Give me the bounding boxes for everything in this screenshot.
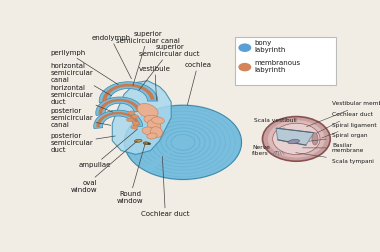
Polygon shape [98, 99, 141, 114]
Polygon shape [94, 110, 142, 129]
Ellipse shape [312, 133, 318, 145]
Text: Nerve
fibers: Nerve fibers [252, 145, 278, 156]
Ellipse shape [147, 120, 161, 131]
Text: horizontal
semicircular
duct: horizontal semicircular duct [51, 85, 113, 112]
Text: vestibule: vestibule [139, 66, 171, 100]
Polygon shape [96, 97, 143, 115]
Text: Spiral organ: Spiral organ [309, 134, 367, 141]
Ellipse shape [142, 127, 156, 135]
Ellipse shape [127, 118, 133, 122]
Text: Cochlear duct: Cochlear duct [141, 156, 190, 217]
Text: Spiral ligament: Spiral ligament [322, 123, 377, 138]
Text: oval
window: oval window [71, 141, 137, 193]
Ellipse shape [137, 104, 158, 118]
Polygon shape [102, 84, 155, 101]
Ellipse shape [132, 115, 139, 118]
Text: ampullae: ampullae [78, 129, 137, 168]
Ellipse shape [132, 122, 139, 125]
Circle shape [238, 63, 251, 71]
Polygon shape [276, 128, 314, 145]
Text: Vestibular membrane: Vestibular membrane [306, 102, 380, 127]
Text: superior
semicircular duct: superior semicircular duct [139, 44, 200, 90]
Ellipse shape [135, 139, 142, 142]
Text: Round
window: Round window [117, 143, 145, 204]
Text: Cochlear duct: Cochlear duct [317, 112, 373, 133]
Text: bony
labyrinth: bony labyrinth [255, 40, 286, 53]
Circle shape [238, 43, 251, 52]
Circle shape [263, 117, 330, 161]
Ellipse shape [144, 115, 160, 124]
Text: endolymph: endolymph [91, 35, 131, 79]
Text: cochlea: cochlea [184, 62, 211, 105]
Text: membranous
labyrinth: membranous labyrinth [255, 60, 301, 73]
Polygon shape [99, 82, 158, 103]
Circle shape [272, 123, 320, 154]
Polygon shape [112, 81, 171, 154]
Ellipse shape [150, 127, 162, 138]
Text: superior
semicircular canal: superior semicircular canal [116, 30, 180, 85]
Polygon shape [124, 105, 242, 179]
Ellipse shape [143, 142, 149, 144]
Text: perilymph: perilymph [51, 50, 118, 85]
Text: posterior
semicircular
canal: posterior semicircular canal [51, 108, 111, 128]
Text: Basilar
membrane: Basilar membrane [302, 143, 364, 153]
Text: posterior
semicircular
duct: posterior semicircular duct [51, 133, 115, 153]
Polygon shape [97, 112, 140, 127]
Text: horizontal
semicircular
canal: horizontal semicircular canal [51, 63, 112, 96]
Ellipse shape [152, 117, 164, 124]
Circle shape [268, 120, 325, 158]
Text: Scala tympani: Scala tympani [296, 153, 374, 164]
Circle shape [147, 143, 151, 145]
Ellipse shape [288, 139, 299, 144]
Ellipse shape [131, 125, 138, 129]
FancyBboxPatch shape [234, 37, 336, 85]
Text: Scala vestibuli: Scala vestibuli [254, 118, 297, 128]
Ellipse shape [128, 111, 135, 114]
Ellipse shape [147, 133, 157, 139]
